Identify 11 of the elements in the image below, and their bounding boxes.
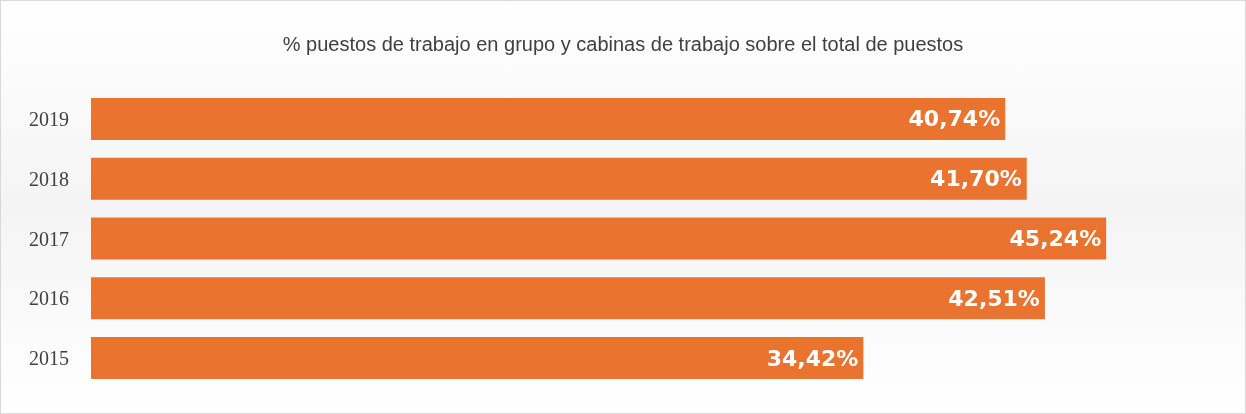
y-tick-label: 2015 [29,347,69,370]
y-tick-label: 2017 [29,227,69,250]
data-label: 34,42% [766,345,859,371]
data-label: 41,70% [930,166,1022,192]
data-label: 40,74% [908,106,1001,132]
data-label: 42,51% [948,285,1040,311]
y-tick-label: 2016 [29,287,69,310]
y-tick-label: 2019 [29,107,69,130]
y-tick-label: 2018 [29,167,69,190]
chart-title: % puestos de trabajo en grupo y cabinas de trabajo sobre el total de puestos [282,33,964,55]
data-label: 45,24% [1009,226,1102,251]
